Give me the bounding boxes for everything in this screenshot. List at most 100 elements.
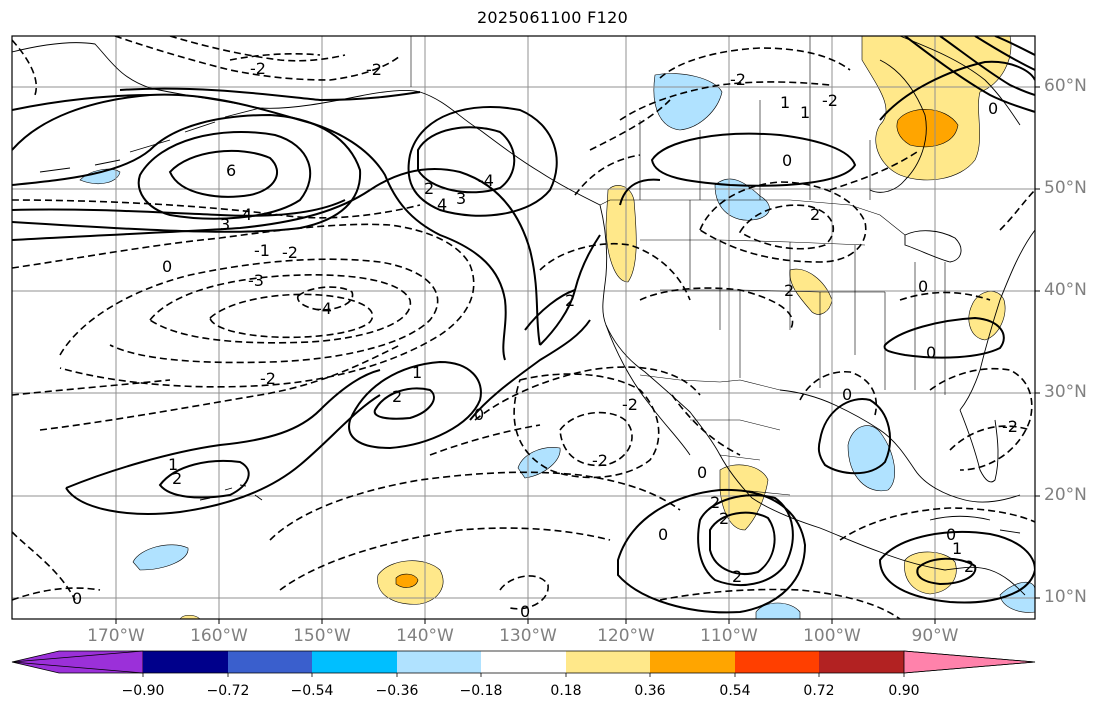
contour-label: -4 [478, 171, 494, 190]
positive-patch [605, 185, 637, 283]
west-coast [599, 204, 946, 571]
colorbar-extend-high [903, 650, 1036, 674]
contour-label: 2 [172, 469, 182, 488]
contour-label: 0 [988, 99, 998, 118]
contour-label: -2 [730, 70, 746, 89]
contour-label: 1 [168, 455, 178, 474]
gulf-coast [779, 389, 1021, 503]
shaded-anomaly-regions [79, 36, 1035, 619]
map-title: 2025061100 F120 [476, 8, 629, 27]
map-frame [11, 35, 1036, 620]
caribbean [929, 515, 1021, 534]
latitude-label: 30°N [1044, 382, 1087, 402]
colorbar-segment [819, 651, 904, 673]
contour-label: 4 [437, 195, 447, 214]
contour-label: 2 [710, 493, 720, 512]
contour-label: 2 [424, 179, 434, 198]
contour-label: 0 [697, 463, 707, 482]
longitude-label: 120°W [597, 626, 655, 646]
longitude-label: 170°W [87, 626, 145, 646]
contour-label: 0 [946, 525, 956, 544]
great-lakes [904, 230, 962, 263]
positive-patch [395, 573, 419, 588]
contour-label: 0 [474, 405, 484, 424]
positive-patch [968, 291, 1006, 341]
colorbar-segment [228, 651, 312, 673]
contour-label: 2 [732, 567, 742, 586]
negative-patch [132, 544, 189, 571]
atlantic-coast [959, 229, 1035, 411]
contour-label: 2 [810, 205, 820, 224]
longitude-label: 150°W [293, 626, 351, 646]
colorbar-segment [312, 651, 397, 673]
baja-peninsula [605, 324, 691, 456]
axis-ticks [115, 86, 1040, 624]
colorbar-tick-label: 0.72 [803, 683, 835, 699]
contour-label: -2 [1002, 417, 1018, 436]
colorbar-tick-label: 0.36 [634, 683, 666, 699]
florida [959, 409, 999, 483]
colorbar-tick-label: −0.36 [375, 683, 419, 699]
contour-label: -2 [250, 59, 266, 78]
negative-patch [847, 425, 895, 492]
colorbar-segment [735, 651, 819, 673]
coastlines [12, 36, 1035, 596]
us-mexico-border [639, 374, 781, 391]
us-states [640, 200, 946, 395]
colorbar-extend-low [11, 650, 144, 674]
latitude-label: 60°N [1044, 76, 1087, 96]
longitude-label: 130°W [499, 626, 557, 646]
contour-label: 0 [658, 525, 668, 544]
contour-label: 2 [392, 387, 402, 406]
aleutians [39, 107, 261, 173]
latitude-label: 50°N [1044, 178, 1087, 198]
colorbar-segment [481, 651, 566, 673]
colorbar-tick-label: −0.18 [459, 683, 503, 699]
contour-label: -2 [822, 91, 838, 110]
contour-label: 1 [780, 93, 790, 112]
colorbar-segment [566, 651, 650, 673]
colorbar-tick-label: 0.54 [719, 683, 751, 699]
contour-label: 3 [456, 189, 466, 208]
colorbar-tick-label: 0.90 [888, 683, 920, 699]
colorbar-tick-label: −0.90 [121, 683, 165, 699]
contour-labels: -2 -2 -2 -4 -2 -2 0 -2 2 2 2 -1 -2 -3 0 … [72, 59, 1018, 621]
colorbar-segment [397, 651, 481, 673]
contour-label: -2 [366, 60, 382, 79]
contour-label: -2 [622, 395, 638, 414]
contour-label: 3 [220, 215, 230, 234]
latitude-label: 20°N [1044, 485, 1087, 505]
central-america [944, 566, 1026, 596]
contour-label: -1 [254, 241, 270, 260]
latitude-label: 40°N [1044, 280, 1087, 300]
contour-label: 0 [520, 602, 530, 621]
negative-patch [517, 447, 561, 479]
contour-label: 2 [784, 281, 794, 300]
negative-patch [755, 602, 801, 619]
contour-label: -2 [592, 451, 608, 470]
positive-contours [12, 36, 1035, 614]
latitude-label: 10°N [1044, 587, 1087, 607]
longitude-label: 160°W [190, 626, 248, 646]
colorbar-segment [650, 651, 735, 673]
longitude-label: 110°W [700, 626, 758, 646]
canada-coast [899, 36, 1021, 126]
contour-label: 0 [72, 589, 82, 608]
colorbar-tick-label: −0.54 [290, 683, 334, 699]
longitude-label: 140°W [396, 626, 454, 646]
contour-label: 0 [782, 151, 792, 170]
contour-label: 6 [226, 161, 236, 180]
longitude-label: 100°W [803, 626, 861, 646]
canada-provinces [639, 36, 871, 200]
contour-label: 1 [412, 363, 422, 382]
negative-patch [79, 168, 121, 184]
hudson-bay [869, 59, 927, 193]
contour-label: 1 [952, 539, 962, 558]
contour-label: -3 [248, 271, 264, 290]
negative-patch [653, 73, 723, 131]
contour-label: 2 [565, 291, 575, 310]
contour-label: 1 [800, 103, 810, 122]
longitude-label: 90°W [911, 626, 959, 646]
colorbar [11, 650, 1036, 677]
